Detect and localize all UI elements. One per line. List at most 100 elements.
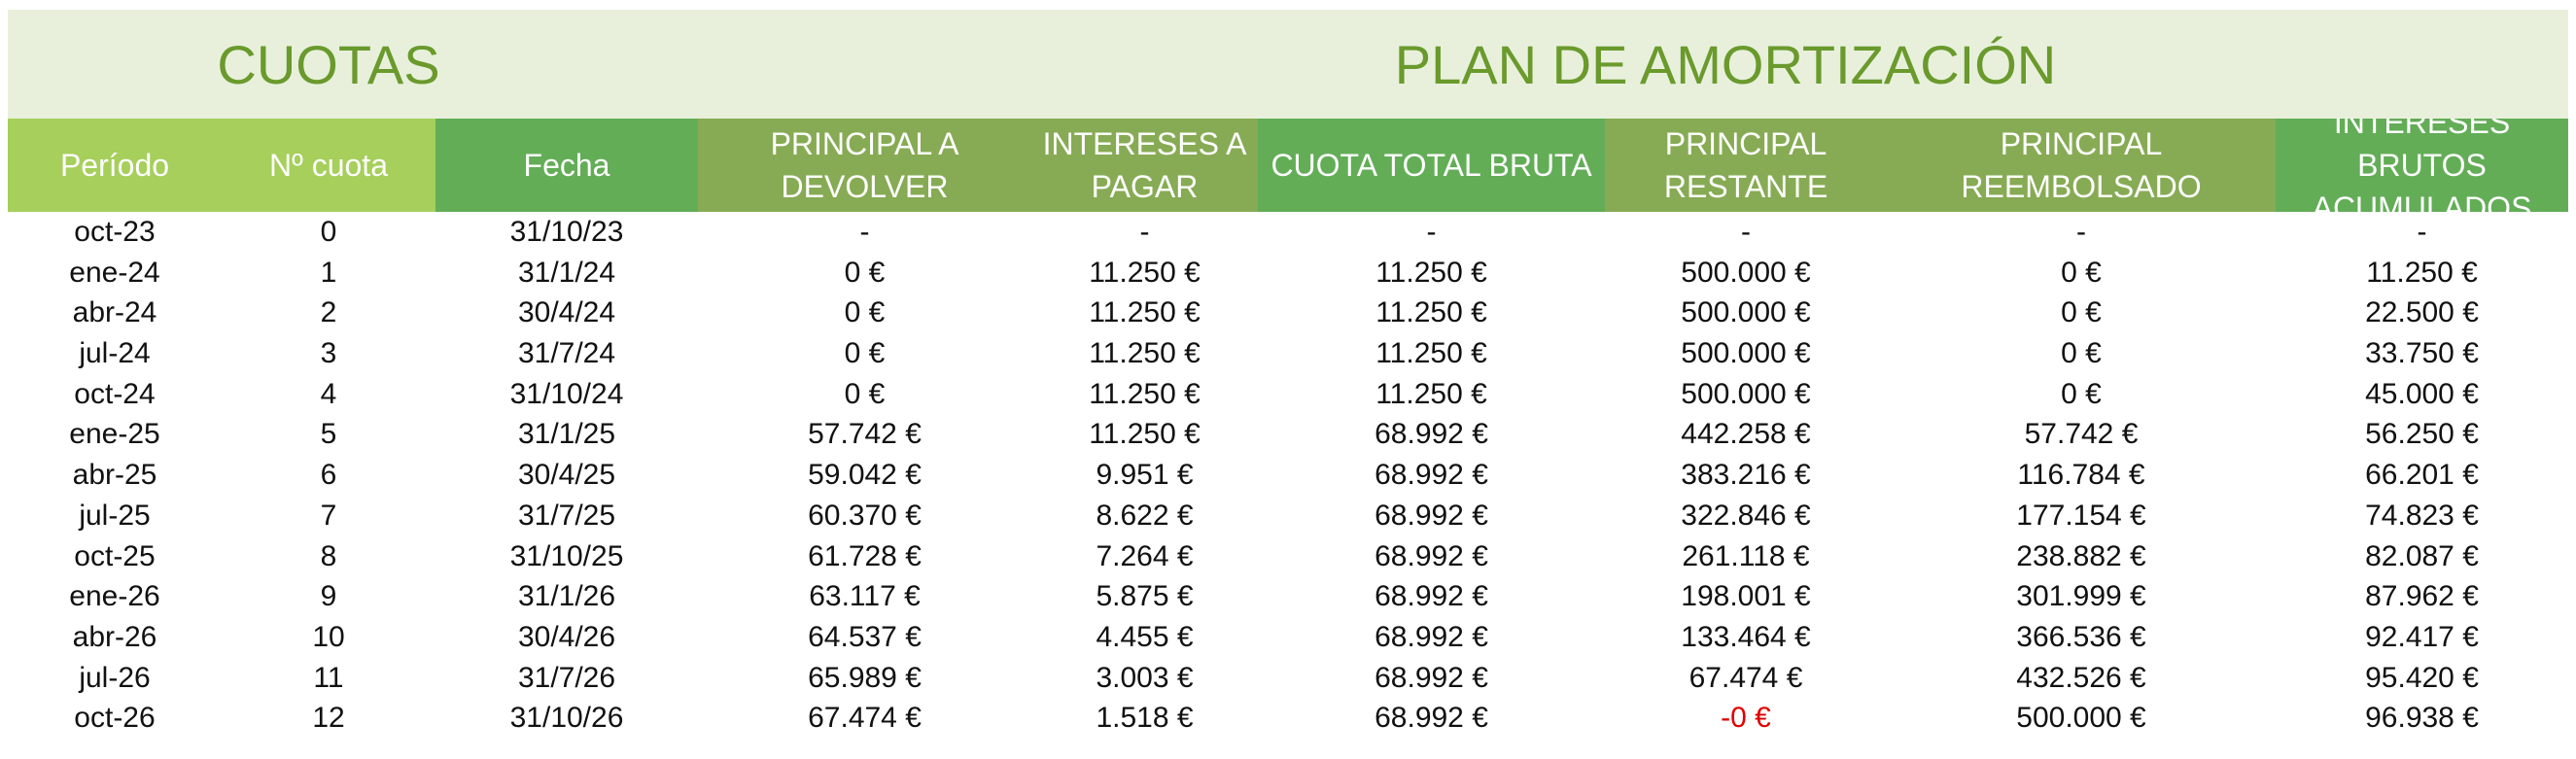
table-row: oct-23 0 31/10/23 - - - - - - <box>8 212 2568 253</box>
cell-principal-a-devolver: 0 € <box>844 377 886 410</box>
cell-principal-a-devolver: 59.042 € <box>808 459 922 492</box>
table-row: abr-24 2 30/4/24 0 € 11.250 € 11.250 € 500.000… <box>8 293 2568 333</box>
cell-principal-restante: 500.000 € <box>1681 256 1811 289</box>
cell-cuota-total-bruta: 68.992 € <box>1375 580 1488 613</box>
table-row: ene-25 5 31/1/25 57.742 € 11.250 € 68.992 € 44… <box>8 414 2568 455</box>
table-row: abr-25 6 30/4/25 59.042 € 9.951 € 68.992 € 383… <box>8 455 2568 496</box>
cell-principal-restante: 383.216 € <box>1681 459 1811 492</box>
cell-cuota-total-bruta: 68.992 € <box>1375 702 1488 735</box>
cell-intereses-acumulados: 95.420 € <box>2365 661 2479 694</box>
cell-num-cuota: 10 <box>312 620 345 653</box>
cell-num-cuota: 5 <box>320 418 337 451</box>
cell-periodo: oct-23 <box>74 216 156 248</box>
header-intereses-acumulados: INTERESES BRUTOS ACUMULADOS <box>2276 105 2568 225</box>
cell-cuota-total-bruta: 68.992 € <box>1375 539 1488 572</box>
cell-principal-restante: 500.000 € <box>1681 377 1811 410</box>
cell-fecha: 31/1/26 <box>517 580 616 613</box>
cell-intereses-a-pagar: 11.250 € <box>1089 296 1201 329</box>
cell-fecha: 31/10/25 <box>509 539 624 572</box>
cell-principal-a-devolver: - <box>859 216 870 248</box>
cell-cuota-total-bruta: - <box>1426 216 1437 248</box>
cell-principal-restante: 198.001 € <box>1681 580 1811 613</box>
title-plan-amortizacion: PLAN DE AMORTIZACIÓN <box>1394 33 2057 95</box>
cell-intereses-acumulados: 33.750 € <box>2365 337 2479 370</box>
cell-intereses-a-pagar: - <box>1139 216 1150 248</box>
table-row: oct-24 4 31/10/24 0 € 11.250 € 11.250 € 500.00… <box>8 374 2568 415</box>
cell-num-cuota: 6 <box>320 459 337 492</box>
cell-principal-a-devolver: 57.742 € <box>808 418 922 451</box>
table-row: abr-26 10 30/4/26 64.537 € 4.455 € 68.992 € 13… <box>8 617 2568 658</box>
cell-intereses-a-pagar: 3.003 € <box>1096 661 1194 694</box>
header-principal-reembolsado: PRINCIPAL REEMBOLSADO <box>1887 119 2276 212</box>
cell-cuota-total-bruta: 68.992 € <box>1375 620 1488 653</box>
cell-principal-reembolsado: 57.742 € <box>2024 418 2139 451</box>
cell-num-cuota: 9 <box>320 580 337 613</box>
title-band: CUOTAS PLAN DE AMORTIZACIÓN <box>8 10 2568 119</box>
cell-principal-restante: 133.464 € <box>1681 620 1811 653</box>
cell-principal-reembolsado: 0 € <box>2061 256 2102 289</box>
cell-intereses-a-pagar: 9.951 € <box>1096 459 1194 492</box>
cell-principal-restante: 322.846 € <box>1681 499 1811 532</box>
cell-principal-reembolsado: 0 € <box>2061 377 2102 410</box>
cell-cuota-total-bruta: 68.992 € <box>1375 499 1488 532</box>
cell-principal-reembolsado: - <box>2076 216 2086 248</box>
title-cuotas: CUOTAS <box>217 33 440 95</box>
cell-num-cuota: 1 <box>320 256 337 289</box>
cell-cuota-total-bruta: 11.250 € <box>1375 296 1487 329</box>
cell-principal-reembolsado: 500.000 € <box>2016 702 2146 735</box>
cell-num-cuota: 0 <box>320 216 337 248</box>
cell-principal-reembolsado: 301.999 € <box>2016 580 2146 613</box>
cell-num-cuota: 2 <box>320 296 337 329</box>
cell-num-cuota: 4 <box>320 377 337 410</box>
header-intereses-a-pagar: INTERESES A PAGAR <box>1031 119 1258 212</box>
header-num-cuota: Nº cuota <box>222 119 435 212</box>
cell-principal-reembolsado: 0 € <box>2061 337 2102 370</box>
cell-principal-a-devolver: 0 € <box>844 337 886 370</box>
cell-fecha: 31/7/26 <box>517 661 616 694</box>
cell-intereses-acumulados: - <box>2417 216 2427 248</box>
table-row: oct-25 8 31/10/25 61.728 € 7.264 € 68.992 € 26… <box>8 536 2568 577</box>
header-principal-restante: PRINCIPAL RESTANTE <box>1605 119 1887 212</box>
cell-periodo: ene-25 <box>69 418 160 451</box>
cell-periodo: abr-24 <box>72 296 157 329</box>
table-row: ene-24 1 31/1/24 0 € 11.250 € 11.250 € 500.000… <box>8 253 2568 293</box>
cell-intereses-a-pagar: 4.455 € <box>1096 620 1194 653</box>
table-row: jul-24 3 31/7/24 0 € 11.250 € 11.250 € 500.000… <box>8 333 2568 374</box>
table-row: oct-26 12 31/10/26 67.474 € 1.518 € 68.992 € -… <box>8 698 2568 739</box>
cell-principal-restante: 261.118 € <box>1682 539 1810 572</box>
cell-principal-restante: - <box>1741 216 1751 248</box>
cell-intereses-acumulados: 92.417 € <box>2365 620 2479 653</box>
cell-intereses-a-pagar: 11.250 € <box>1089 337 1201 370</box>
cell-cuota-total-bruta: 68.992 € <box>1375 661 1488 694</box>
cell-fecha: 30/4/25 <box>517 459 616 492</box>
cell-fecha: 31/7/24 <box>517 337 616 370</box>
cell-principal-a-devolver: 0 € <box>844 296 886 329</box>
cell-periodo: oct-26 <box>74 702 156 735</box>
cell-intereses-a-pagar: 5.875 € <box>1096 580 1194 613</box>
cell-periodo: oct-25 <box>74 539 156 572</box>
cell-intereses-acumulados: 22.500 € <box>2365 296 2479 329</box>
cell-num-cuota: 12 <box>312 702 345 735</box>
cell-intereses-a-pagar: 1.518 € <box>1096 702 1194 735</box>
cell-principal-a-devolver: 64.537 € <box>808 620 922 653</box>
cell-cuota-total-bruta: 68.992 € <box>1375 459 1488 492</box>
cell-intereses-acumulados: 96.938 € <box>2365 702 2479 735</box>
header-cuota-total-bruta: CUOTA TOTAL BRUTA <box>1258 119 1605 212</box>
cell-fecha: 31/10/23 <box>509 216 624 248</box>
cell-fecha: 30/4/26 <box>517 620 616 653</box>
cell-periodo: jul-24 <box>79 337 151 370</box>
cell-principal-reembolsado: 177.154 € <box>2016 499 2146 532</box>
cell-fecha: 31/10/26 <box>509 702 624 735</box>
cell-intereses-acumulados: 87.962 € <box>2365 580 2479 613</box>
cell-intereses-acumulados: 66.201 € <box>2365 459 2479 492</box>
cell-principal-a-devolver: 67.474 € <box>808 702 922 735</box>
cell-num-cuota: 8 <box>320 539 337 572</box>
cell-intereses-a-pagar: 11.250 € <box>1089 256 1201 289</box>
cell-principal-reembolsado: 0 € <box>2061 296 2102 329</box>
table-row: jul-25 7 31/7/25 60.370 € 8.622 € 68.992 € 322… <box>8 496 2568 536</box>
cell-num-cuota: 3 <box>320 337 337 370</box>
cell-principal-restante: 500.000 € <box>1681 337 1811 370</box>
table-body: oct-23 0 31/10/23 - - - - - - ene-24 1 31/1/24 0 € 11… <box>8 212 2568 739</box>
column-header-row: Período Nº cuota Fecha PRINCIPAL A DEVOLVER… <box>8 105 2568 225</box>
cell-intereses-acumulados: 11.250 € <box>2366 256 2478 289</box>
